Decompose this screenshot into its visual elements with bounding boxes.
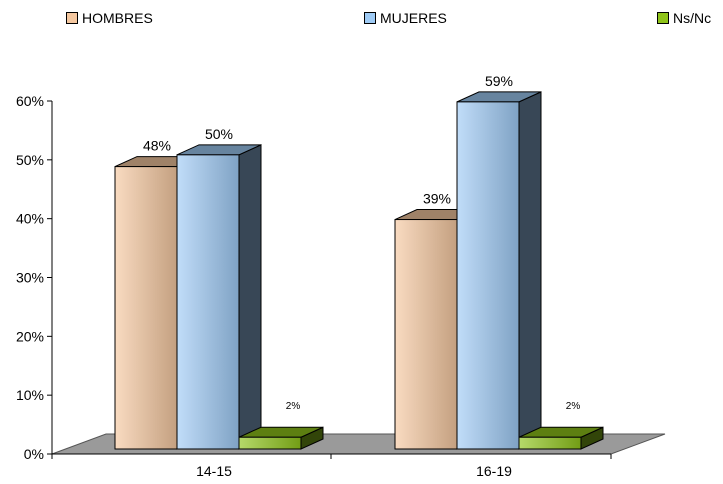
y-tick-label: 0% (24, 446, 44, 462)
legend-item-mujeres: MUJERES (364, 10, 447, 26)
bar-front (518, 436, 582, 450)
bar-front (176, 154, 240, 450)
x-tick-label-14-15: 14-15 (196, 463, 232, 479)
bar-front (456, 101, 520, 450)
bar-front (394, 219, 458, 450)
legend-label-nsnc: Ns/Nc (673, 10, 712, 26)
data-label: 39% (423, 191, 451, 207)
y-tick-label: 60% (16, 93, 44, 109)
bar-front (114, 166, 178, 450)
bar-side (238, 144, 262, 450)
bar-front (238, 436, 302, 450)
legend-swatch-hombres (66, 12, 78, 24)
bar-mujeres-14-15 (176, 144, 262, 450)
y-tick-label: 30% (16, 270, 44, 286)
bar-mujeres-16-19 (456, 91, 542, 450)
bar-side (518, 91, 542, 450)
legend-swatch-mujeres (364, 12, 376, 24)
data-label: 50% (205, 126, 233, 142)
legend-label-hombres: HOMBRES (82, 10, 153, 26)
y-tick-label: 40% (16, 211, 44, 227)
data-label: 48% (143, 138, 171, 154)
legend-label-mujeres: MUJERES (380, 10, 447, 26)
legend-item-nsnc: Ns/Nc (657, 10, 711, 26)
x-tick-label-16-19: 16-19 (476, 463, 512, 479)
data-label: 59% (485, 73, 513, 89)
y-tick-label: 50% (16, 152, 44, 168)
bar-ns-nc-16-19 (518, 426, 604, 450)
data-label: 2% (286, 401, 301, 412)
data-label: 2% (566, 401, 581, 412)
y-tick-label: 20% (16, 328, 44, 344)
legend-swatch-nsnc (657, 12, 669, 24)
bar-ns-nc-14-15 (238, 426, 324, 450)
y-tick-label: 10% (16, 387, 44, 403)
legend-item-hombres: HOMBRES (66, 10, 153, 26)
